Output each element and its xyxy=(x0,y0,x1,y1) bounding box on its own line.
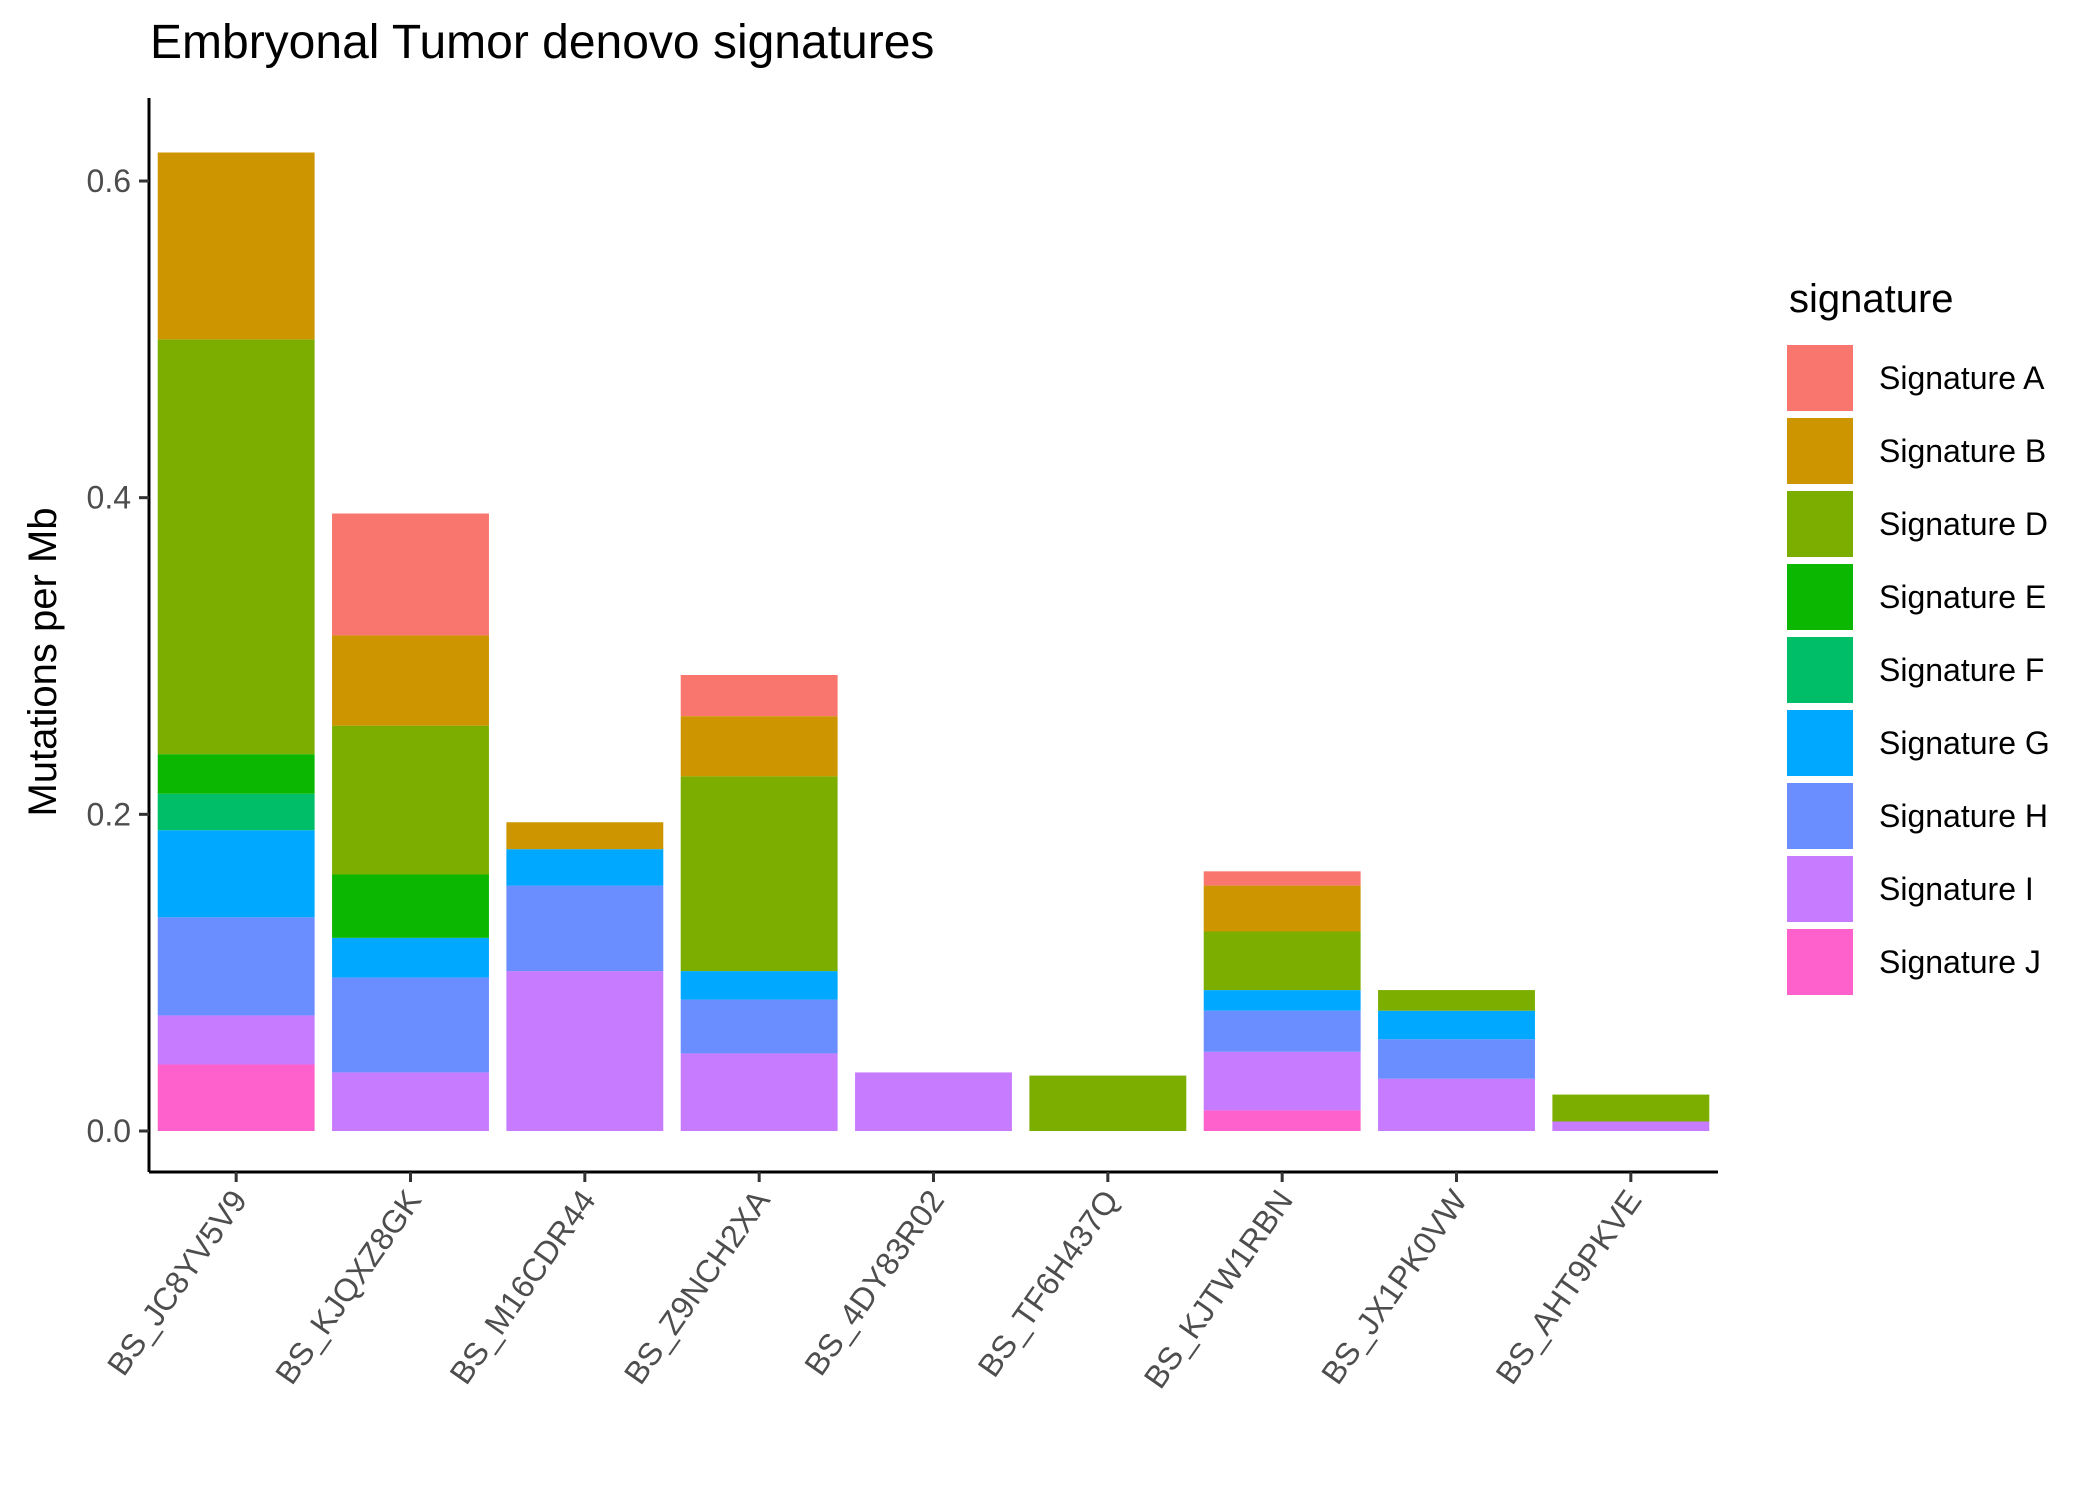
x-tick-label: BS_AHT9PKVE xyxy=(1488,1183,1648,1390)
bar-bs-kjtw1rbn-signature-g xyxy=(1203,990,1361,1011)
bar-bs-kjqxz8gk-signature-b xyxy=(332,635,489,726)
x-tick-label: BS_JC8YV5V9 xyxy=(100,1183,254,1381)
bar-bs-z9nch2xa-signature-d xyxy=(680,776,838,972)
bar-bs-kjqxz8gk-signature-g xyxy=(332,937,489,978)
chart-title: Embryonal Tumor denovo signatures xyxy=(150,16,934,69)
legend-key-signature-g xyxy=(1787,710,1853,776)
bar-bs-z9nch2xa-signature-a xyxy=(680,675,838,717)
x-tick-label: BS_Z9NCH2XA xyxy=(617,1183,777,1391)
y-tick-label: 0.2 xyxy=(87,796,131,832)
bar-bs-4dy83r02-signature-i xyxy=(855,1072,1012,1131)
legend-key-signature-i xyxy=(1787,856,1853,922)
x-tick-label: BS_4DY83R02 xyxy=(797,1183,951,1381)
bar-bs-jx1pk0vw-signature-g xyxy=(1378,1010,1535,1040)
bar-bs-z9nch2xa-signature-g xyxy=(680,971,838,1000)
bar-bs-jx1pk0vw-signature-h xyxy=(1378,1039,1535,1079)
bar-bs-kjtw1rbn-signature-a xyxy=(1203,871,1361,886)
legend-label-signature-h: Signature H xyxy=(1879,798,2048,834)
bar-bs-aht9pkve-signature-i xyxy=(1552,1121,1710,1131)
bar-bs-kjtw1rbn-signature-d xyxy=(1203,931,1361,991)
bar-bs-jc8yv5v9-signature-d xyxy=(157,339,315,755)
bar-bs-jc8yv5v9-signature-g xyxy=(157,830,315,918)
bar-bs-jx1pk0vw-signature-d xyxy=(1378,990,1535,1011)
bar-bs-kjtw1rbn-signature-i xyxy=(1203,1051,1361,1111)
x-tick-label: BS_KJTW1RBN xyxy=(1137,1183,1300,1394)
x-tick-label: BS_M16CDR44 xyxy=(442,1183,602,1390)
legend-key-signature-h xyxy=(1787,783,1853,849)
legend-key-signature-d xyxy=(1787,491,1853,557)
bar-bs-kjqxz8gk-signature-d xyxy=(332,725,489,875)
bar-bs-z9nch2xa-signature-b xyxy=(680,716,838,777)
legend-title: signature xyxy=(1789,277,1954,321)
bar-bs-tf6h437q-signature-d xyxy=(1029,1075,1187,1131)
bar-bs-kjtw1rbn-signature-b xyxy=(1203,885,1361,932)
legend-key-signature-b xyxy=(1787,418,1853,484)
y-axis-title: Mutations per Mb xyxy=(21,507,65,816)
bar-bs-m16cdr44-signature-b xyxy=(506,822,664,850)
legend-label-signature-j: Signature J xyxy=(1879,944,2041,980)
bar-bs-jc8yv5v9-signature-e xyxy=(157,754,315,794)
bar-bs-m16cdr44-signature-h xyxy=(506,885,664,972)
y-ticks: 0.0 0.2 0.4 0.6 xyxy=(87,163,149,1149)
legend-key-signature-a xyxy=(1787,345,1853,411)
legend-label-signature-f: Signature F xyxy=(1879,652,2044,688)
legend-label-signature-b: Signature B xyxy=(1879,433,2046,469)
bar-bs-jx1pk0vw-signature-i xyxy=(1378,1078,1535,1131)
bar-bs-kjqxz8gk-signature-i xyxy=(332,1072,489,1131)
y-tick-label: 0.4 xyxy=(87,480,131,516)
x-tick-label: BS_JX1PK0VW xyxy=(1314,1183,1475,1391)
legend-key-signature-j xyxy=(1787,929,1853,995)
y-tick-label: 0.6 xyxy=(87,163,131,199)
bars-layer xyxy=(157,152,1710,1131)
legend-label-signature-g: Signature G xyxy=(1879,725,2050,761)
x-ticks: BS_JC8YV5V9 BS_KJQXZ8GK BS_M16CDR44 BS_Z9NC… xyxy=(100,1172,1649,1395)
bar-bs-kjqxz8gk-signature-h xyxy=(332,977,489,1073)
bar-bs-jc8yv5v9-signature-h xyxy=(157,917,315,1016)
legend-label-signature-d: Signature D xyxy=(1879,506,2048,542)
bar-bs-z9nch2xa-signature-i xyxy=(680,1053,838,1131)
x-tick-label: BS_TF6H437Q xyxy=(971,1183,1126,1383)
bar-bs-jc8yv5v9-signature-f xyxy=(157,793,315,831)
bar-bs-jc8yv5v9-signature-j xyxy=(157,1064,315,1131)
bar-bs-jc8yv5v9-signature-i xyxy=(157,1015,315,1065)
legend-key-signature-e xyxy=(1787,564,1853,630)
bar-bs-jc8yv5v9-signature-b xyxy=(157,152,315,340)
bar-bs-m16cdr44-signature-g xyxy=(506,849,664,886)
legend-label-signature-a: Signature A xyxy=(1879,360,2045,396)
bar-bs-aht9pkve-signature-d xyxy=(1552,1094,1710,1122)
legend-label-signature-i: Signature I xyxy=(1879,871,2034,907)
bar-bs-m16cdr44-signature-i xyxy=(506,971,664,1131)
legend: signature Signature A Signature B Signatur… xyxy=(1787,277,2050,995)
bar-bs-kjtw1rbn-signature-j xyxy=(1203,1110,1361,1131)
y-tick-label: 0.0 xyxy=(87,1113,131,1149)
legend-key-signature-f xyxy=(1787,637,1853,703)
x-tick-label: BS_KJQXZ8GK xyxy=(268,1183,428,1390)
bar-bs-z9nch2xa-signature-h xyxy=(680,999,838,1054)
legend-label-signature-e: Signature E xyxy=(1879,579,2046,615)
bar-bs-kjtw1rbn-signature-h xyxy=(1203,1010,1361,1052)
bar-bs-kjqxz8gk-signature-e xyxy=(332,874,489,938)
bar-bs-kjqxz8gk-signature-a xyxy=(332,513,489,636)
